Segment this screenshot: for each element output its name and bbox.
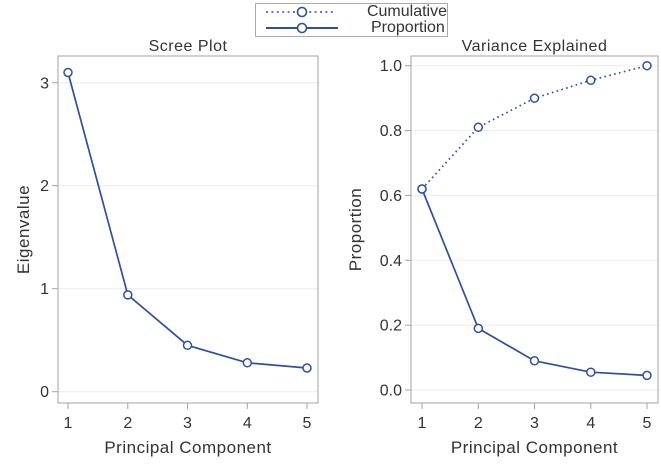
data-point-marker [473,323,484,334]
legend-box: Cumulative Proportion [255,3,448,37]
data-point-marker [182,340,193,351]
scree-plot-y-axis-label: Eigenvalue [14,185,33,274]
plot-frame [57,55,319,404]
data-point-marker [529,356,540,366]
x-tick-label: 2 [123,415,132,432]
data-point-marker [473,122,484,133]
legend-label-proportion: Proportion [371,19,445,36]
y-tick-label: 1.0 [380,58,402,75]
x-tick-label: 3 [183,415,192,432]
data-point-marker [242,358,253,368]
x-tick-label: 2 [474,415,483,432]
x-tick-label: 3 [530,415,539,432]
plot-frame [410,55,659,404]
scree-plot-title: Scree Plot [149,38,228,55]
data-point-marker [586,367,596,377]
variance-explained-series-proportion [421,188,648,377]
y-tick-label: 0.0 [380,383,402,400]
cumulative-dotted-line-icon [266,6,335,18]
scree-plot-x-axis-label: Principal Component [104,438,271,457]
y-tick-label: 3 [40,75,49,92]
variance-explained-x-axis-label: Principal Component [451,438,618,457]
proportion-solid-line-icon [266,22,338,34]
y-tick-label: 1 [40,281,49,298]
x-tick-label: 1 [64,415,73,432]
x-tick-label: 1 [418,415,427,432]
data-point-marker [417,184,427,194]
y-tick-label: 0.6 [380,188,402,205]
y-tick-label: 2 [40,178,49,195]
x-tick-label: 4 [243,415,252,432]
legend-item-proportion: Proportion [265,20,447,36]
data-point-marker [642,370,652,381]
x-tick-label: 4 [586,415,595,432]
variance-explained-y-axis-label: Proportion [346,188,365,271]
y-tick-label: 0.2 [380,318,402,335]
variance-explained-title: Variance Explained [462,38,608,55]
x-tick-label: 5 [643,415,652,432]
variance-explained-panel: 0.0 0.2 0.4 0.6 0.8 1.0 1 2 3 4 5 Variance Explaine… [346,38,659,457]
scree-plot-series-eigenvalue [67,72,308,369]
y-tick-label: 0 [40,384,49,401]
data-point-marker [529,93,540,103]
y-tick-label: 0.4 [380,253,402,270]
legend-item-cumulative: Cumulative [265,4,447,20]
data-point-marker [586,75,596,86]
x-tick-label: 5 [303,415,312,432]
data-point-marker [63,67,73,78]
y-tick-label: 0.8 [380,123,402,140]
data-point-marker [642,60,652,71]
legend-label-cumulative: Cumulative [366,3,447,20]
variance-explained-series-cumulative [421,64,648,190]
data-point-marker [302,363,312,373]
data-point-marker [123,290,133,300]
